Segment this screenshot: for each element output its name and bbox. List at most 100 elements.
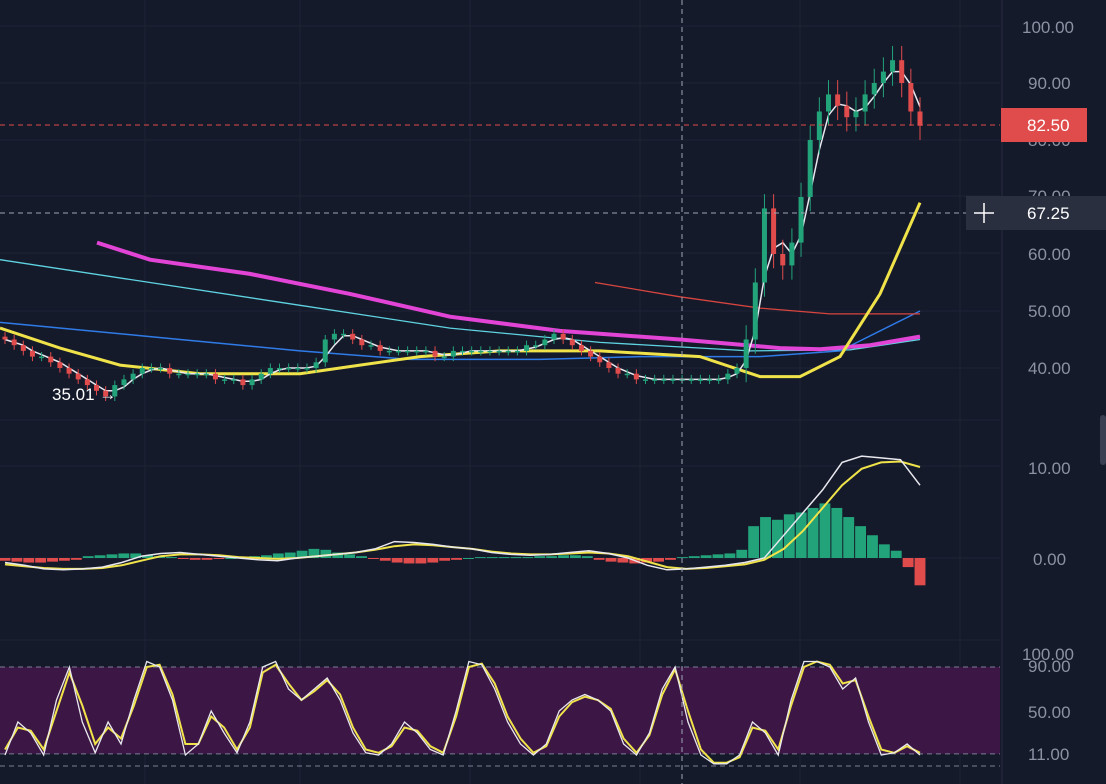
candle-body	[304, 368, 310, 370]
candle-body	[48, 356, 54, 363]
macd-histogram-bar	[546, 556, 558, 558]
macd-histogram-bar	[439, 558, 451, 561]
candle-body	[908, 83, 914, 112]
candle-body	[844, 105, 850, 118]
candle-body	[743, 339, 749, 368]
macd-histogram-bar	[748, 526, 760, 558]
macd-histogram-bar	[332, 552, 344, 558]
candle-body	[524, 345, 530, 351]
candle-body	[606, 362, 612, 368]
candle-body	[734, 368, 740, 374]
rsi-overbought-oversold-band	[0, 667, 1000, 754]
macd-histogram-bar	[914, 558, 926, 586]
candle-body	[780, 254, 786, 266]
candle-body	[222, 379, 228, 381]
macd-histogram-bar	[23, 558, 35, 563]
candle-body	[597, 356, 603, 363]
macd-histogram-bar	[653, 558, 665, 562]
macd-histogram-bar	[474, 557, 486, 559]
candle-body	[533, 345, 539, 347]
candle-body	[816, 111, 822, 140]
macd-axis-label: 10.00	[1028, 459, 1071, 478]
crosshair-plus-icon[interactable]	[974, 203, 994, 223]
macd-histogram-bar	[760, 517, 771, 558]
last-price-tag-text: 82.50	[1027, 116, 1070, 135]
candle-body	[890, 60, 896, 72]
macd-histogram-bar	[213, 558, 225, 559]
rsi-axis-label: 11.00	[1028, 745, 1069, 764]
candle-body	[286, 368, 292, 370]
candle-body	[423, 350, 429, 353]
stochastic-rsi-indicator	[4, 660, 921, 765]
macd-histogram-bar	[855, 526, 867, 558]
candle-body	[185, 373, 191, 376]
candle-body	[707, 379, 713, 381]
crosshair-price-tag-text: 67.25	[1027, 204, 1070, 223]
candle-body	[11, 339, 17, 346]
candle-body	[194, 373, 200, 376]
macd-histogram-bar	[688, 556, 700, 558]
macd-axis-label: 0.00	[1033, 550, 1066, 569]
candle-body	[752, 282, 758, 340]
price-axis-label: 50.00	[1028, 302, 1071, 321]
candle-body	[322, 339, 328, 363]
macd-histogram-bar	[130, 553, 142, 558]
candle-body	[578, 345, 584, 351]
candle-body	[880, 71, 886, 83]
candle-body	[688, 379, 694, 381]
candle-body	[405, 350, 411, 353]
macd-histogram-bar	[201, 558, 213, 560]
candle-body	[112, 385, 118, 397]
candle-body	[835, 94, 841, 106]
macd-histogram-bar	[605, 558, 617, 562]
macd-histogram-bar	[308, 548, 320, 558]
macd-histogram-bar	[70, 558, 82, 560]
macd-histogram-bar	[296, 550, 308, 558]
macd-histogram-bar	[344, 554, 356, 558]
macd-histogram-bar	[47, 558, 58, 562]
ma-blue-line	[0, 310, 921, 361]
candle-body	[39, 356, 45, 359]
macd-histogram-bar	[367, 558, 379, 559]
macd-histogram-bar	[11, 558, 23, 562]
candle-body	[66, 368, 72, 374]
macd-histogram-bar	[819, 503, 831, 558]
macd-histogram-bar	[581, 556, 593, 558]
macd-histogram-bar	[58, 558, 70, 561]
candle-body	[240, 379, 246, 386]
macd-histogram-bar	[415, 558, 427, 564]
macd-histogram-bar	[118, 553, 130, 558]
macd-histogram-bar	[593, 558, 605, 560]
macd-histogram-bar	[320, 549, 332, 558]
rsi-axis-label: 100.00	[1022, 645, 1074, 664]
pane-resize-handle[interactable]	[1100, 415, 1106, 465]
candle-body	[460, 350, 465, 353]
candle-body	[29, 350, 35, 357]
macd-histogram-bar	[617, 558, 629, 563]
candle-body	[249, 379, 255, 386]
last-price-tag	[1001, 108, 1087, 142]
macd-histogram-bar	[831, 507, 843, 558]
ma-cyan-line	[0, 259, 921, 352]
candle-body	[368, 345, 374, 347]
macd-histogram-bar	[225, 558, 237, 559]
candle-body	[670, 379, 676, 381]
macd-histogram-bar	[641, 558, 653, 563]
macd-histogram-bar	[558, 555, 569, 558]
candle-body	[615, 368, 621, 374]
macd-histogram-bar	[878, 544, 890, 558]
candle-body	[267, 368, 273, 374]
candle-body	[478, 350, 484, 353]
candle-body	[496, 350, 502, 353]
macd-histogram-bar	[867, 535, 878, 558]
low-price-marker: 35.01 →	[52, 385, 116, 404]
candle-body	[761, 208, 767, 283]
candle-body	[487, 350, 493, 353]
price-axis-label: 90.00	[1028, 74, 1071, 93]
price-axis-label: 100.00	[1022, 18, 1074, 37]
candle-body	[569, 339, 575, 346]
candle-body	[643, 379, 648, 381]
candle-body	[798, 197, 804, 243]
